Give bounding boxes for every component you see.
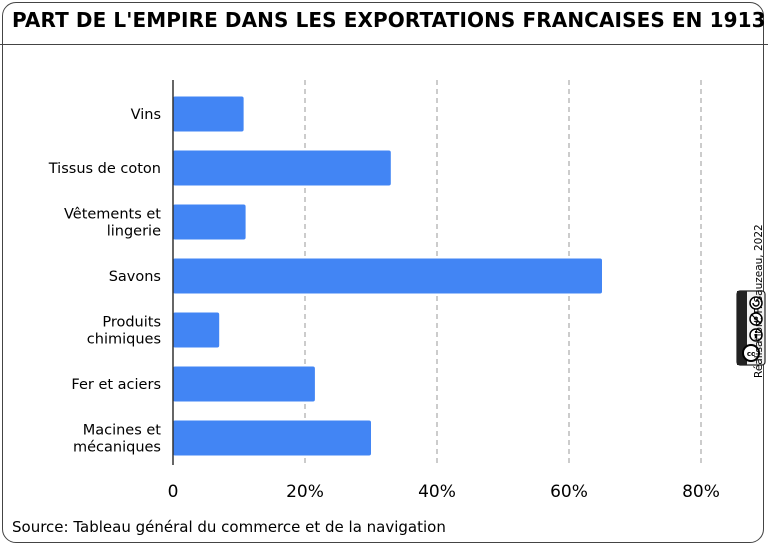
category-label: Savons: [109, 269, 161, 285]
category-label: Produits chimiques: [87, 315, 161, 348]
bar-layer: [173, 96, 602, 456]
x-tick-label: 80%: [682, 482, 720, 502]
chart-title: PART DE L'EMPIRE DANS LES EXPORTATIONS F…: [12, 8, 766, 32]
creative-commons-badge: cc $: [736, 290, 766, 366]
tick-label-layer: 0 20% 40% 60% 80%: [168, 482, 720, 502]
x-tick-label: 60%: [550, 482, 588, 502]
bar: [173, 366, 315, 402]
bar: [173, 96, 244, 132]
category-label: Fer et aciers: [71, 377, 161, 393]
category-label: Macines et mécaniques: [73, 423, 161, 456]
cc-icon: cc: [742, 344, 760, 362]
category-label: Vêtements et lingerie: [64, 207, 161, 240]
title-separator: [0, 44, 768, 45]
category-label: Tissus de coton: [48, 161, 161, 177]
bar: [173, 312, 220, 348]
sa-icon: [749, 296, 763, 310]
bar: [173, 420, 371, 456]
x-tick-label: 40%: [418, 482, 456, 502]
bar: [173, 204, 246, 240]
source-note: Source: Tableau général du commerce et d…: [12, 518, 446, 536]
svg-text:cc: cc: [747, 350, 755, 358]
credit-text: Réalisation: F. Sauzeau, 2022: [753, 224, 765, 378]
x-tick-label: 20%: [286, 482, 324, 502]
bar: [173, 150, 391, 186]
nc-icon: $: [749, 312, 763, 326]
x-tick-label: 0: [168, 482, 179, 502]
category-label: Vins: [131, 107, 161, 123]
by-icon: [749, 328, 763, 342]
bar: [173, 258, 602, 294]
category-label-layer: Vins Tissus de coton Vêtements et lingerie S…: [48, 107, 162, 456]
